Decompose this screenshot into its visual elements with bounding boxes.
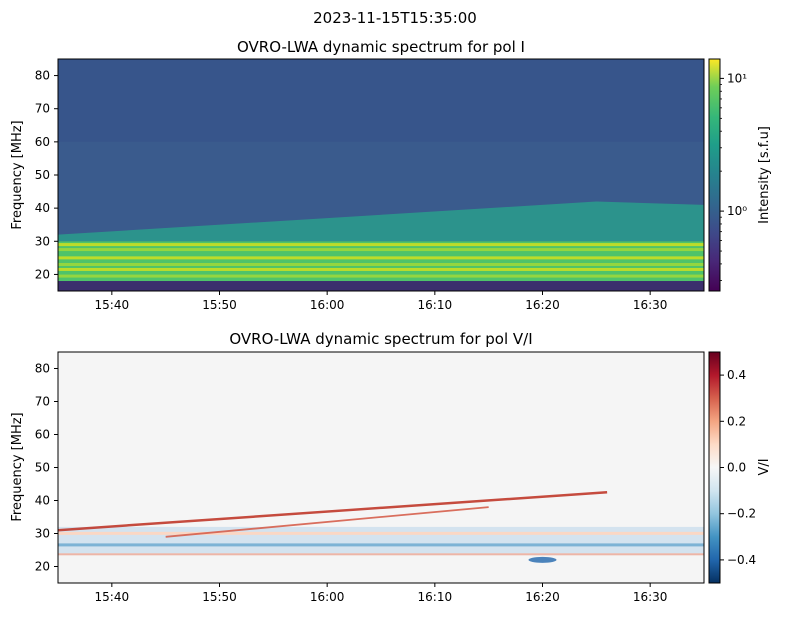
- positive-streak: [58, 553, 704, 556]
- panel-stokes-i: OVRO-LWA dynamic spectrum for pol I 15:4…: [10, 38, 772, 312]
- y-tick-label: 80: [35, 69, 50, 83]
- y-tick-label: 40: [35, 201, 50, 215]
- colorbar: [708, 351, 721, 584]
- positive-drift-lane: [165, 506, 489, 538]
- y-axis-label: Frequency [MHz]: [10, 412, 25, 521]
- y-tick-label: 50: [35, 168, 50, 182]
- x-tick-label: 16:30: [633, 590, 668, 604]
- y-tick-label: 70: [35, 395, 50, 409]
- bright-streak: [58, 262, 704, 266]
- strong-emission-band: [58, 241, 704, 282]
- x-tick-label: 16:30: [633, 298, 668, 312]
- x-tick-label: 16:10: [418, 590, 453, 604]
- y-tick-label: 60: [35, 135, 50, 149]
- x-tick-label: 16:00: [310, 298, 345, 312]
- x-tick-label: 15:40: [95, 590, 130, 604]
- y-tick-label: 60: [35, 428, 50, 442]
- colorbar-tick-label: 0.4: [727, 368, 746, 382]
- y-tick-label: 30: [35, 527, 50, 541]
- bright-streak: [58, 267, 704, 271]
- negative-patch: [528, 556, 557, 563]
- x-tick-label: 15:50: [202, 590, 237, 604]
- y-tick-label: 30: [35, 234, 50, 248]
- bright-streak: [58, 256, 704, 260]
- heatmap-plot-area: [58, 59, 704, 291]
- colorbar-label: Intensity [s.f.u]: [757, 126, 772, 224]
- x-tick-label: 15:50: [202, 298, 237, 312]
- colorbar-tick-label: −0.2: [727, 507, 756, 521]
- y-tick-label: 80: [35, 362, 50, 376]
- y-tick-label: 40: [35, 494, 50, 508]
- bright-streak: [58, 248, 704, 252]
- colorbar-tick-label: 10⁰: [727, 204, 747, 218]
- positive-drift-lane: [58, 491, 608, 532]
- x-tick-label: 16:20: [525, 298, 560, 312]
- negative-band: [58, 526, 704, 554]
- y-tick-label: 70: [35, 102, 50, 116]
- upper-band-level: [58, 59, 704, 142]
- x-tick-label: 15:40: [95, 298, 130, 312]
- bright-streak: [58, 274, 704, 278]
- positive-streak: [58, 531, 704, 535]
- x-tick-label: 16:20: [525, 590, 560, 604]
- heatmap-plot-area: [58, 352, 704, 583]
- x-tick-label: 16:00: [310, 590, 345, 604]
- colorbar-label: V/I: [757, 458, 772, 475]
- colorbar-tick-label: 0.2: [727, 414, 746, 428]
- bright-streak: [58, 243, 704, 247]
- colorbar-tick-label: 10¹: [727, 71, 747, 85]
- colorbar: [708, 58, 721, 292]
- dark-bottom-band: [58, 281, 704, 291]
- x-tick-label: 16:10: [418, 298, 453, 312]
- y-tick-label: 20: [35, 560, 50, 574]
- y-axis-label: Frequency [MHz]: [10, 120, 25, 229]
- negative-streak: [58, 543, 704, 547]
- figure-suptitle: 2023-11-15T15:35:00: [313, 9, 477, 27]
- colorbar-tick-label: 0.0: [727, 461, 746, 475]
- panel-title: OVRO-LWA dynamic spectrum for pol V/I: [229, 330, 532, 348]
- panel-title: OVRO-LWA dynamic spectrum for pol I: [237, 38, 525, 56]
- panel-stokes-vi: OVRO-LWA dynamic spectrum for pol V/I 15…: [10, 330, 772, 604]
- colorbar-tick-label: −0.4: [727, 553, 756, 567]
- y-tick-label: 20: [35, 267, 50, 281]
- y-tick-label: 50: [35, 461, 50, 475]
- drifting-emission-region: [58, 201, 704, 242]
